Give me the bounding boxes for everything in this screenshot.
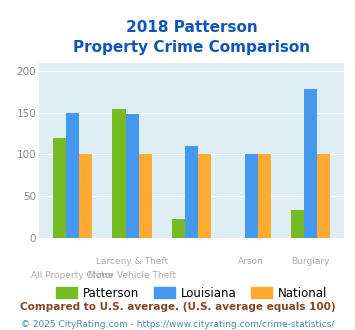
Bar (172, 219, 185, 238)
Bar (113, 109, 126, 238)
Bar (304, 89, 317, 238)
Legend: Patterson, Louisiana, National: Patterson, Louisiana, National (51, 282, 332, 305)
Bar (139, 154, 152, 238)
Text: All Property Crime: All Property Crime (31, 271, 114, 280)
Bar (185, 146, 198, 238)
Text: Burglary: Burglary (291, 257, 330, 266)
Text: Motor Vehicle Theft: Motor Vehicle Theft (88, 271, 176, 280)
Bar (53, 138, 66, 238)
Bar (198, 154, 211, 238)
Text: © 2025 CityRating.com - https://www.cityrating.com/crime-statistics/: © 2025 CityRating.com - https://www.city… (21, 320, 334, 329)
Bar (245, 154, 258, 238)
Bar (79, 154, 92, 238)
Text: Compared to U.S. average. (U.S. average equals 100): Compared to U.S. average. (U.S. average … (20, 302, 335, 312)
Text: Arson: Arson (239, 257, 264, 266)
Bar (66, 113, 79, 238)
Title: 2018 Patterson
Property Crime Comparison: 2018 Patterson Property Crime Comparison (73, 20, 310, 54)
Bar (126, 114, 139, 238)
Bar (317, 154, 331, 238)
Text: Larceny & Theft: Larceny & Theft (96, 257, 168, 266)
Bar (291, 210, 304, 238)
Bar (258, 154, 271, 238)
